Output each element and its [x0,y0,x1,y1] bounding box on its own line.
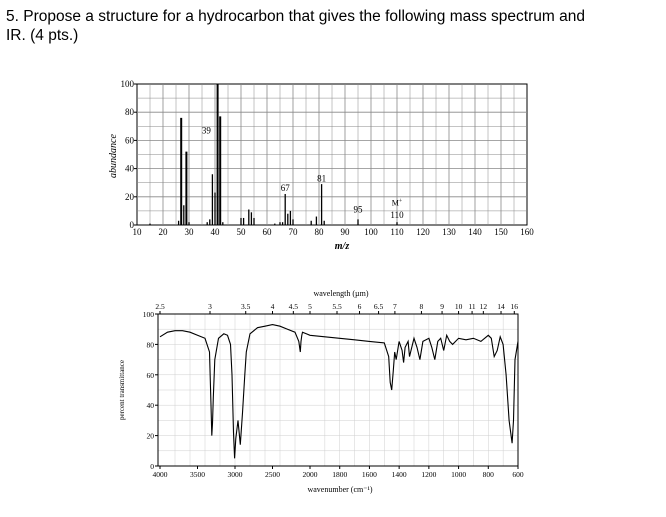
ir-x-tick-label: 1000 [451,470,466,479]
ms-annotation: 95 [354,204,364,214]
ms-x-tick-label: 60 [263,227,273,237]
ms-x-tick-label: 80 [315,227,325,237]
ms-y-tick-label: 0 [130,220,135,230]
ir-top-tick-label: 9 [440,302,444,311]
ir-x-tick-label: 800 [483,470,495,479]
ir-y-tick-label: 100 [143,310,155,319]
ir-top-tick-label: 4.5 [289,302,299,311]
ms-y-axis-label: abundance [108,134,119,178]
ir-y-axis: 0 20 40 60 80 100 [143,310,158,471]
ir-top-tick-label: 16 [511,302,519,311]
ir-top-tick-label: 6.5 [374,302,384,311]
ir-y-tick-label: 40 [147,401,155,410]
ms-y-tick-label: 100 [121,79,135,89]
ir-top-tick-label: 6 [358,302,362,311]
question-line-1: 5. Propose a structure for a hydrocarbon… [6,8,585,25]
ms-y-tick-label: 80 [125,107,135,117]
ir-top-tick-label: 14 [497,302,505,311]
ms-y-tick-label: 60 [125,135,135,145]
ms-x-tick-label: 140 [468,227,482,237]
ir-top-tick-label: 11 [468,302,475,311]
ir-x-tick-label: 2000 [303,470,318,479]
ms-x-tick-label: 10 [133,227,143,237]
ms-x-axis-label: m/z [335,241,350,252]
ir-x-tick-label: 2500 [265,470,280,479]
ir-y-tick-label: 20 [147,432,155,441]
ms-x-tick-label: 160 [520,227,534,237]
ir-grid [158,314,518,466]
ir-x-tick-label: 3000 [228,470,243,479]
ms-x-axis: 10 20 30 40 50 60 70 80 90 100 110 120 130 140 150 160 [133,227,535,237]
ir-top-tick-label: 4 [271,302,275,311]
ir-top-axis: 2.5 3 3.5 4 4.5 5 5.5 6 6.5 7 8 9 10 11 12 14 16 [155,302,518,314]
ms-x-tick-label: 70 [289,227,299,237]
ms-x-tick-label: 20 [159,227,169,237]
ir-plot-frame [157,313,519,467]
ms-x-tick-label: 40 [211,227,221,237]
ir-top-tick-label: 2.5 [155,302,165,311]
ms-peaks [149,84,398,225]
ir-x-axis: 4000 3500 3000 2500 2000 1800 1600 1400 1200 1000… [153,466,524,479]
ir-x-tick-label: 1400 [392,470,407,479]
ir-x-tick-label: 600 [512,470,524,479]
ir-top-tick-label: 5 [308,302,312,311]
ms-x-tick-label: 130 [442,227,456,237]
ir-top-tick-label: 3.5 [241,302,251,311]
ir-top-tick-label: 12 [480,302,488,311]
ms-grid [137,84,527,225]
ms-x-tick-label: 150 [494,227,508,237]
ir-x-tick-label: 3500 [190,470,205,479]
ms-x-tick-label: 110 [390,227,404,237]
ms-y-tick-label: 40 [125,164,135,174]
ms-x-tick-label: 30 [185,227,195,237]
question-line-2: IR. (4 pts.) [6,27,79,44]
ir-top-tick-label: 5.5 [332,302,342,311]
ir-x-tick-label: 4000 [153,470,168,479]
ir-top-tick-label: 10 [455,302,463,311]
ir-y-tick-label: 80 [147,340,155,349]
ms-y-tick-label: 20 [125,192,135,202]
ir-top-tick-label: 3 [208,302,212,311]
ms-annotation: M+ [392,198,403,207]
ir-y-axis-label: percent transmittance [118,360,126,420]
ms-annotation: 67 [281,183,291,193]
ir-x-tick-label: 1600 [362,470,377,479]
ms-annotation: 81 [317,173,326,183]
ms-annotations: 39 67 81 95 M+ 110 [202,125,404,220]
question-text: 5. Propose a structure for a hydrocarbon… [6,7,656,45]
ir-x-tick-label: 1200 [421,470,436,479]
ms-x-tick-label: 100 [364,227,378,237]
ms-x-tick-label: 120 [416,227,430,237]
ir-transmittance-line [159,324,519,459]
ir-y-tick-label: 0 [150,462,154,471]
ir-top-axis-label: wavelength (µm) [313,289,368,298]
ms-x-tick-label: 90 [341,227,351,237]
ir-x-axis-label: wavenumber (cm⁻¹) [307,485,372,494]
ir-y-tick-label: 60 [147,371,155,380]
ms-y-axis: 0 20 40 60 80 100 [121,79,137,230]
ir-top-tick-label: 8 [420,302,424,311]
ir-x-tick-label: 1800 [332,470,347,479]
ms-annotation: 39 [202,125,212,135]
ms-annotation: 110 [390,210,404,220]
ms-x-tick-label: 50 [237,227,247,237]
ir-top-tick-label: 7 [393,302,397,311]
